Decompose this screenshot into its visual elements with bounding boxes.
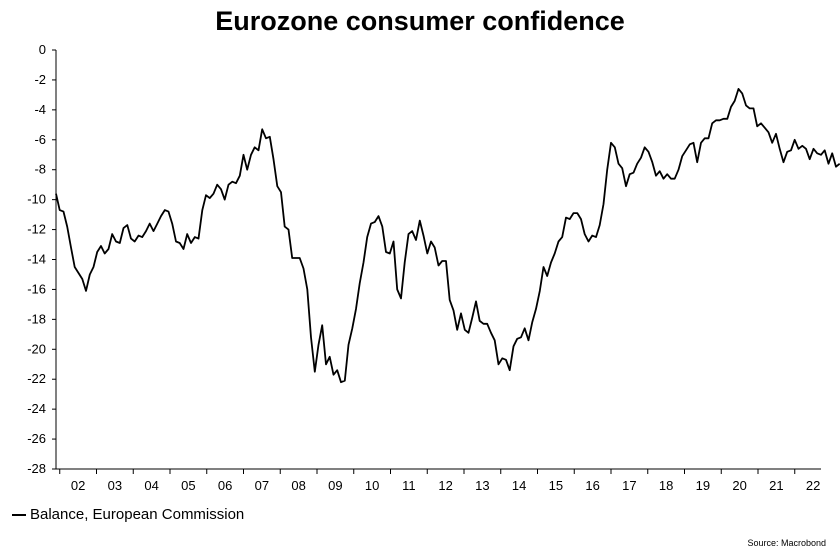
y-tick-label: 0 bbox=[39, 42, 46, 57]
series-layer bbox=[55, 88, 840, 384]
x-tick-label: 15 bbox=[549, 478, 563, 493]
y-tick-label: -10 bbox=[27, 192, 46, 207]
x-tick-label: 11 bbox=[402, 478, 416, 493]
legend-label: Balance, European Commission bbox=[30, 506, 245, 523]
y-axis-ticks: 0 -2 -4 -6 -8 -10 -12 -14 -16 -18 -20 -22 -24 -26 -28 bbox=[27, 42, 56, 476]
x-tick-label: 10 bbox=[365, 478, 379, 493]
y-tick-label: -14 bbox=[27, 252, 46, 267]
series-line bbox=[55, 88, 840, 384]
y-tick-label: -28 bbox=[27, 461, 46, 476]
x-tick-label: 14 bbox=[512, 478, 526, 493]
x-tick-label: 03 bbox=[108, 478, 122, 493]
y-tick-label: -4 bbox=[34, 102, 46, 117]
x-tick-label: 02 bbox=[71, 478, 85, 493]
y-tick-label: -20 bbox=[27, 341, 46, 356]
x-tick-label: 20 bbox=[732, 478, 746, 493]
y-tick-label: -18 bbox=[27, 311, 46, 326]
x-tick-label: 21 bbox=[769, 478, 783, 493]
y-tick-label: -22 bbox=[27, 371, 46, 386]
x-tick-label: 19 bbox=[696, 478, 710, 493]
y-tick-label: -24 bbox=[27, 401, 46, 416]
x-tick-label: 05 bbox=[181, 478, 195, 493]
x-tick-label: 09 bbox=[328, 478, 342, 493]
x-tick-label: 18 bbox=[659, 478, 673, 493]
x-tick-label: 13 bbox=[475, 478, 489, 493]
chart-axes bbox=[55, 50, 821, 470]
x-tick-label: 06 bbox=[218, 478, 232, 493]
y-tick-label: -12 bbox=[27, 222, 46, 237]
source-note: Source: Macrobond bbox=[747, 538, 826, 548]
x-tick-label: 08 bbox=[291, 478, 305, 493]
y-tick-label: -16 bbox=[27, 281, 46, 296]
x-tick-label: 16 bbox=[585, 478, 599, 493]
y-tick-label: -2 bbox=[34, 72, 46, 87]
chart-title: Eurozone consumer confidence bbox=[215, 6, 625, 36]
legend-swatch bbox=[12, 513, 26, 516]
x-axis-ticks: 02 03 04 05 06 07 08 09 10 11 12 13 14 15 16 17 18 19 20 21… bbox=[59, 469, 820, 493]
y-tick-label: -6 bbox=[34, 132, 46, 147]
y-tick-label: -26 bbox=[27, 431, 46, 446]
legend: Balance, European Commission bbox=[12, 506, 244, 523]
x-tick-label: 04 bbox=[144, 478, 158, 493]
x-tick-label: 07 bbox=[255, 478, 269, 493]
x-tick-label: 12 bbox=[438, 478, 452, 493]
x-tick-label: 17 bbox=[622, 478, 636, 493]
x-tick-label: 22 bbox=[806, 478, 820, 493]
y-tick-label: -8 bbox=[34, 162, 46, 177]
